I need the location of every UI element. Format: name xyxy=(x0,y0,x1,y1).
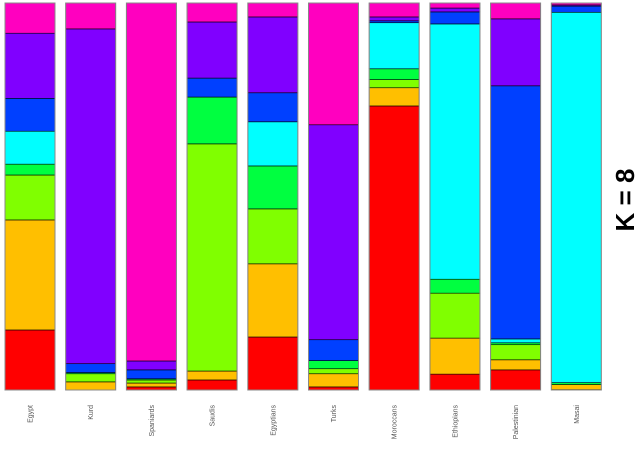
bar-outline-ethiopians xyxy=(429,2,481,391)
category-label: Masai xyxy=(574,405,581,424)
bar-segment-palestinian-k5 xyxy=(490,338,541,344)
bar-segment-egypt-k2 xyxy=(4,219,56,331)
bar-outline-saudis xyxy=(186,2,238,391)
bar-segment-palestinian-k8 xyxy=(490,2,541,20)
bar-segment-masai-k6 xyxy=(550,5,602,13)
category-label: Kurd xyxy=(88,405,95,420)
bar-segment-palestinian-k3 xyxy=(490,344,541,361)
bar-outline-egypt xyxy=(4,2,56,391)
bar-segment-turks-k3 xyxy=(308,368,359,375)
bar-outline-masai xyxy=(550,2,602,391)
bar-segment-ethiopians-k8 xyxy=(429,2,481,9)
category-labels: Egypt Kurd Spaniards Saudis Egyptians Turks Mo… xyxy=(28,405,581,440)
bar-segment-saudis-k4 xyxy=(186,96,238,145)
bar-segment-moroccans-k2 xyxy=(368,87,420,107)
bar-segment-masai-k5 xyxy=(550,11,602,383)
bar-segment-ethiopians-k4 xyxy=(429,278,481,294)
bar-segment-egyptians-k2 xyxy=(247,263,299,338)
bar-segment-turks-k2 xyxy=(308,373,359,388)
bar-segment-egyptians-k4 xyxy=(247,165,299,210)
bar-segment-ethiopians-k7 xyxy=(429,7,481,13)
bar-segment-egyptians-k1 xyxy=(247,336,299,391)
bar-outline-kurd xyxy=(65,2,117,391)
bar-segment-egyptians-k8 xyxy=(247,2,299,18)
bar-segment-kurd-k8 xyxy=(65,2,116,30)
bar-segment-saudis-k3 xyxy=(186,143,238,372)
bar-segment-ethiopians-k6 xyxy=(429,11,481,25)
bar-outline-palestinian xyxy=(490,2,542,391)
category-label: Egyptians xyxy=(270,405,277,436)
bar-segment-palestinian-k1 xyxy=(490,369,541,391)
bar-segment-spaniards-k7 xyxy=(126,360,177,371)
bar-segment-egyptians-k5 xyxy=(247,121,299,167)
bar-segment-spaniards-k8 xyxy=(126,2,177,362)
bar-segment-spaniards-k3 xyxy=(126,379,177,384)
bars-group xyxy=(4,2,602,391)
bar-segment-kurd-k7 xyxy=(65,28,116,365)
bar-outline-moroccans xyxy=(368,2,420,391)
bar-outline-turks xyxy=(308,2,359,391)
bar-outline-spaniards xyxy=(125,2,177,391)
bar-segment-moroccans-k5 xyxy=(368,22,420,70)
bar-segment-moroccans-k4 xyxy=(368,68,420,80)
bar-segment-egypt-k3 xyxy=(4,174,56,221)
bar-segment-egypt-k1 xyxy=(4,329,56,391)
bar-segment-turks-k4 xyxy=(308,360,359,370)
bar-segment-egypt-k4 xyxy=(4,163,56,176)
bar-segment-palestinian-k6 xyxy=(490,85,541,340)
bar-segment-spaniards-k6 xyxy=(126,369,177,380)
bar-segment-turks-k7 xyxy=(308,124,359,341)
bar-segment-spaniards-k2 xyxy=(126,382,177,388)
bar-segment-saudis-k6 xyxy=(186,77,238,98)
bar-outline-egyptians xyxy=(247,2,299,391)
bar-segment-kurd-k3 xyxy=(65,373,116,383)
category-label: Palestinian xyxy=(513,405,520,439)
bar-segment-palestinian-k7 xyxy=(490,18,541,87)
bar-segment-moroccans-k7 xyxy=(368,16,420,22)
bar-segment-egyptians-k3 xyxy=(247,208,299,265)
bar-segment-turks-k8 xyxy=(308,2,359,126)
category-label: Ethiopians xyxy=(452,405,459,438)
bar-segment-ethiopians-k2 xyxy=(429,337,481,375)
bar-segment-saudis-k2 xyxy=(186,370,238,381)
category-label: Spaniards xyxy=(149,405,156,437)
bar-segment-saudis-k1 xyxy=(186,379,238,391)
category-label: Egypt xyxy=(28,405,35,423)
bar-segment-egypt-k8 xyxy=(4,2,56,34)
bar-segment-egyptians-k6 xyxy=(247,92,299,123)
category-label: Moroccans xyxy=(392,405,399,440)
bar-segment-egypt-k5 xyxy=(4,130,56,165)
bar-segment-turks-k6 xyxy=(308,339,359,361)
bar-segment-ethiopians-k1 xyxy=(429,373,481,391)
bar-segment-saudis-k8 xyxy=(186,2,238,23)
bar-segment-saudis-k7 xyxy=(186,21,238,79)
chart-title: K = 8 xyxy=(610,169,640,232)
bar-segment-moroccans-k8 xyxy=(368,2,420,18)
bar-segment-ethiopians-k3 xyxy=(429,292,481,339)
bar-segment-kurd-k6 xyxy=(65,363,116,373)
bar-segment-egyptians-k7 xyxy=(247,16,299,94)
bar-segment-moroccans-k1 xyxy=(368,105,420,391)
bar-segment-moroccans-k3 xyxy=(368,79,420,89)
bar-segment-egypt-k6 xyxy=(4,97,56,132)
category-label: Turks xyxy=(331,405,338,423)
bar-segment-egypt-k7 xyxy=(4,32,56,99)
bar-segment-masai-k2 xyxy=(550,384,602,390)
bar-segment-ethiopians-k5 xyxy=(429,23,481,280)
bar-segment-palestinian-k2 xyxy=(490,359,541,371)
category-label: Saudis xyxy=(210,405,217,427)
bar-segment-kurd-k2 xyxy=(65,381,116,391)
